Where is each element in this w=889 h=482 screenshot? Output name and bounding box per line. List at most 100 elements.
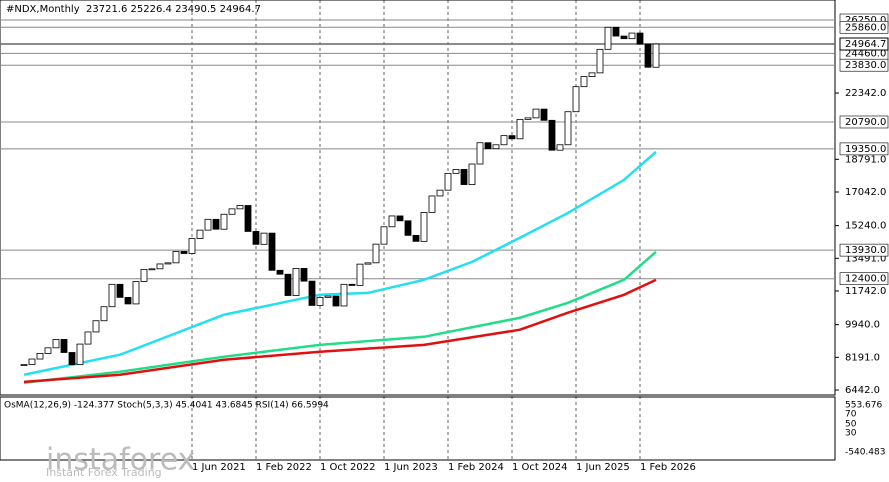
candle — [548, 119, 556, 151]
y-tick-label: 9940.0 — [845, 320, 880, 331]
candle — [36, 353, 44, 360]
moving-average — [23, 250, 657, 384]
candle — [628, 32, 636, 40]
candle — [244, 205, 252, 232]
candle — [68, 352, 76, 366]
level-box — [839, 243, 889, 257]
candle — [508, 135, 516, 140]
x-tick-label: 1 Feb 2022 — [256, 462, 312, 473]
y-tick-label: 8191.0 — [845, 352, 880, 363]
level-box — [839, 115, 889, 129]
candle — [516, 118, 524, 140]
candle — [332, 295, 340, 307]
chart-title: #NDX,Monthly — [6, 4, 80, 15]
candle — [108, 283, 116, 308]
candle — [172, 251, 180, 264]
candle — [364, 262, 372, 265]
moving-average — [23, 150, 657, 376]
candle — [588, 72, 596, 77]
last-price-box — [839, 37, 889, 51]
watermark-sub: Instant Forex Trading — [46, 466, 162, 479]
candle — [252, 231, 260, 245]
candle — [156, 263, 164, 270]
level-box — [839, 142, 889, 156]
y-tick-label: 22342.0 — [845, 88, 886, 99]
level-box — [839, 272, 889, 286]
candle — [604, 26, 612, 50]
candle — [564, 111, 572, 146]
candle — [468, 163, 476, 185]
level-label: 13930.0 — [845, 245, 886, 256]
price-pane — [0, 0, 836, 396]
candle — [140, 268, 148, 282]
candle — [60, 339, 68, 353]
candle — [500, 135, 508, 146]
indicator-tick-label: 70 — [845, 410, 857, 420]
candle — [476, 142, 484, 165]
x-tick-label: 1 Oct 2022 — [320, 462, 375, 473]
candle — [292, 268, 300, 296]
candle — [52, 339, 60, 349]
level-label: 25860.0 — [845, 22, 886, 33]
candle — [412, 234, 420, 242]
candle — [436, 189, 444, 197]
candle — [452, 169, 460, 174]
x-tick-label: 1 Jun 2025 — [576, 462, 630, 473]
candle — [372, 243, 380, 264]
candle — [228, 208, 236, 215]
level-label: 24460.0 — [845, 48, 886, 59]
moving-average — [23, 278, 657, 384]
candle — [116, 283, 124, 298]
candle — [636, 32, 644, 45]
x-tick-label: 1 Feb 2026 — [640, 462, 696, 473]
indicator-pane — [0, 396, 836, 461]
candle — [124, 296, 132, 305]
candle — [84, 331, 92, 345]
y-tick-label: 13491.0 — [845, 253, 886, 264]
candle — [324, 295, 332, 298]
x-tick-label: 1 Jun 2021 — [192, 462, 246, 473]
y-tick-label: 6442.0 — [845, 385, 880, 396]
candle — [540, 108, 548, 121]
level-box — [839, 20, 889, 34]
candle — [188, 238, 196, 254]
candle — [300, 268, 308, 282]
x-tick-label: 1 Oct 2024 — [512, 462, 567, 473]
candle — [396, 215, 404, 222]
candle — [220, 213, 228, 230]
candle — [100, 306, 108, 322]
indicator-tick-label: 30 — [845, 429, 857, 439]
candle — [284, 273, 292, 296]
level-label: 20790.0 — [845, 117, 886, 128]
y-tick-label: 18791.0 — [845, 154, 886, 165]
candle — [444, 172, 452, 191]
level-label: 26250.0 — [845, 15, 886, 26]
level-label: 19350.0 — [845, 144, 886, 155]
candle — [276, 269, 284, 275]
candle — [180, 251, 188, 254]
candle — [404, 220, 412, 236]
candle — [340, 283, 348, 307]
candle — [428, 195, 436, 213]
candle — [20, 364, 28, 367]
candle — [524, 117, 532, 120]
level-label: 23830.0 — [845, 60, 886, 71]
candle — [132, 281, 140, 305]
candle — [356, 263, 364, 286]
candle — [92, 320, 100, 333]
candle — [460, 169, 468, 185]
candle — [388, 215, 396, 228]
candle — [28, 358, 36, 366]
candle — [348, 283, 356, 286]
candle — [316, 296, 324, 306]
candle — [44, 347, 52, 354]
x-tick-label: 1 Jun 2023 — [384, 462, 438, 473]
level-label: 12400.0 — [845, 274, 886, 285]
y-tick-label: 17042.0 — [845, 187, 886, 198]
candle — [148, 268, 156, 271]
y-tick-label: 15240.0 — [845, 221, 886, 232]
candle — [652, 43, 660, 68]
candle — [380, 226, 388, 245]
candle — [620, 35, 628, 40]
